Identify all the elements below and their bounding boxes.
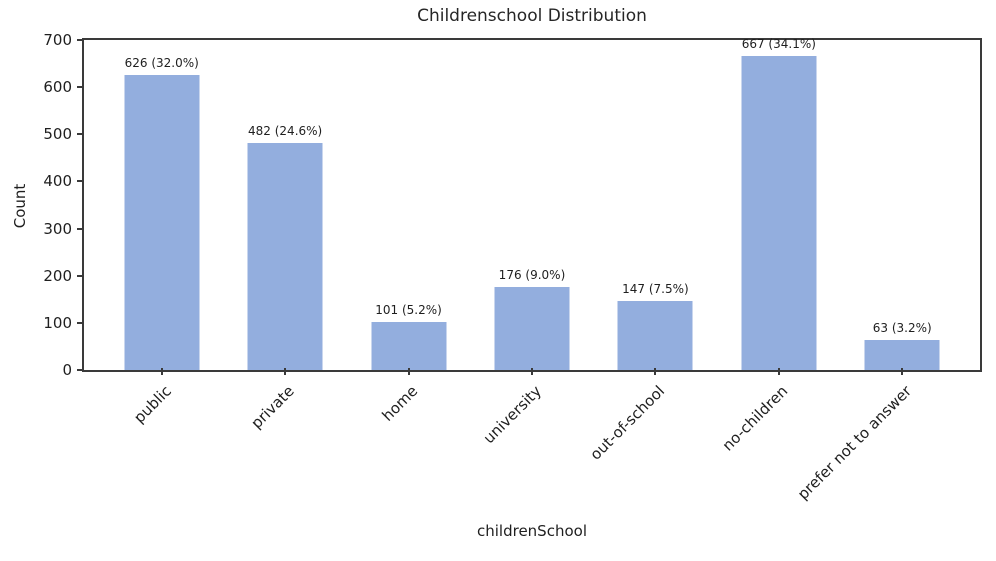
y-tick-label: 0 <box>62 361 72 379</box>
x-tick-mark <box>284 368 287 375</box>
y-tick-mark <box>77 86 84 89</box>
y-tick-label: 100 <box>43 313 72 332</box>
bars-row: 626 (32.0%) public 482 (24.6%) private 101 (… <box>84 36 980 503</box>
y-tick-label: 700 <box>43 31 72 49</box>
bar-prefer not to answer <box>864 340 940 370</box>
bar-no-children <box>741 55 817 370</box>
bar-value-label: 101 (5.2%) <box>375 303 442 318</box>
x-axis-label: childrenSchool <box>477 522 587 540</box>
x-tick-label: prefer not to answer <box>793 382 915 504</box>
y-tick-label: 500 <box>43 125 72 144</box>
bar-private <box>247 142 323 370</box>
bar-value-label: 63 (3.2%) <box>872 321 932 336</box>
y-tick-label: 600 <box>43 78 72 97</box>
bar-public <box>124 74 200 370</box>
x-tick-mark <box>777 368 780 375</box>
bar-slot: 626 (32.0%) public <box>100 40 223 427</box>
x-tick-label: university <box>479 382 545 448</box>
y-tick-mark <box>77 39 84 41</box>
bar-value-label: 176 (9.0%) <box>498 268 566 283</box>
bar-value-label: 667 (34.1%) <box>741 36 816 51</box>
y-tick-mark <box>77 369 84 371</box>
bar-slot: 63 (3.2%) prefer not to answer <box>794 40 964 503</box>
x-tick-mark <box>654 368 657 375</box>
x-tick-mark <box>530 368 533 375</box>
x-tick-label: home <box>378 382 422 425</box>
y-tick-mark <box>77 274 84 277</box>
y-tick-mark <box>77 321 84 324</box>
y-tick-mark <box>77 180 84 183</box>
bar-slot: 101 (5.2%) home <box>347 40 470 425</box>
x-tick-label: no-children <box>719 382 792 455</box>
bar-value-label: 626 (32.0%) <box>124 55 199 70</box>
y-tick-label: 200 <box>43 266 72 285</box>
x-tick-mark <box>407 368 410 375</box>
bar-slot: 482 (24.6%) private <box>223 40 346 432</box>
plot-area: 626 (32.0%) public 482 (24.6%) private 101 (… <box>43 31 982 503</box>
x-tick-mark <box>160 368 163 375</box>
x-tick-label: out-of-school <box>586 382 669 464</box>
bar-out-of-school <box>617 300 693 370</box>
y-tick-mark <box>77 133 84 136</box>
y-tick-mark <box>77 227 84 230</box>
bar-value-label: 482 (24.6%) <box>248 123 323 138</box>
bar-slot: 667 (34.1%) no-children <box>717 36 840 455</box>
bar-value-label: 147 (7.5%) <box>622 281 689 296</box>
bar-slot: 147 (7.5%) out-of-school <box>587 40 717 464</box>
bar-home <box>371 322 447 370</box>
bar-slot: 176 (9.0%) university <box>470 40 593 447</box>
chart-title: Childrenschool Distribution <box>417 6 647 26</box>
x-tick-mark <box>901 368 904 375</box>
bar-university <box>494 287 570 370</box>
y-tick-label: 300 <box>43 219 72 238</box>
x-tick-label: private <box>247 382 298 433</box>
y-tick-label: 400 <box>43 172 72 191</box>
x-tick-label: public <box>129 382 175 427</box>
